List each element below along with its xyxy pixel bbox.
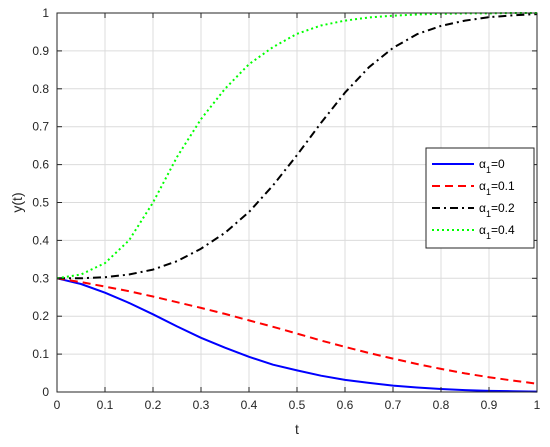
- x-tick-label: 0.4: [241, 398, 258, 412]
- axis-ticks: 0 0.1 0.2 0.3 0.4 0.5 0.6 0.7 0.8 0.9 1 0 0.1 0.2 0.3 0…: [32, 6, 540, 412]
- x-tick-label: 0.2: [145, 398, 162, 412]
- y-tick-label: 0.6: [32, 158, 49, 172]
- legend-label: α1=0.4: [479, 223, 515, 241]
- legend-label-value: =0.4: [491, 223, 515, 237]
- y-tick-label: 0.5: [32, 196, 49, 210]
- legend-label-symbol: α: [479, 201, 486, 215]
- y-tick-label: 0.1: [32, 347, 49, 361]
- legend-label-subscript: 1: [486, 187, 491, 197]
- y-tick-label: 0.8: [32, 82, 49, 96]
- legend-label-symbol: α: [479, 157, 486, 171]
- legend-label-value: =0.1: [491, 179, 515, 193]
- legend: α1=0α1=0.1α1=0.2α1=0.4: [425, 147, 535, 249]
- legend-label-subscript: 1: [486, 165, 491, 175]
- legend-label-subscript: 1: [486, 231, 491, 241]
- y-axis-label: y(t): [9, 192, 25, 212]
- y-tick-label: 0: [42, 385, 49, 399]
- legend-label-value: =0: [491, 157, 505, 171]
- series-line-2: [57, 13, 538, 280]
- legend-label: α1=0.1: [479, 179, 515, 197]
- legend-label: α1=0: [479, 157, 505, 175]
- x-tick-label: 0.3: [193, 398, 210, 412]
- legend-label: α1=0.2: [479, 201, 515, 219]
- x-tick-label: 0.1: [97, 398, 114, 412]
- x-tick-label: 0.7: [385, 398, 402, 412]
- x-tick-label: 0.5: [289, 398, 306, 412]
- x-tick-label: 0.9: [481, 398, 498, 412]
- legend-label-value: =0.2: [491, 201, 515, 215]
- x-tick-label: 0.8: [433, 398, 450, 412]
- series-line-0: [56, 277, 538, 393]
- legend-label-symbol: α: [479, 223, 486, 237]
- y-tick-label: 0.2: [32, 309, 49, 323]
- series-line-1: [56, 277, 538, 385]
- y-tick-label: 1: [42, 6, 49, 20]
- x-tick-label: 1: [534, 398, 541, 412]
- y-tick-label: 0.4: [32, 233, 49, 247]
- y-tick-label: 0.7: [32, 120, 49, 134]
- legend-label-subscript: 1: [486, 209, 491, 219]
- legend-label-symbol: α: [479, 179, 486, 193]
- x-tick-label: 0.6: [337, 398, 354, 412]
- y-tick-label: 0.3: [32, 271, 49, 285]
- y-tick-label: 0.9: [32, 44, 49, 58]
- x-tick-label: 0: [54, 398, 61, 412]
- x-axis-label: t: [295, 421, 299, 437]
- series-lines: [56, 12, 538, 393]
